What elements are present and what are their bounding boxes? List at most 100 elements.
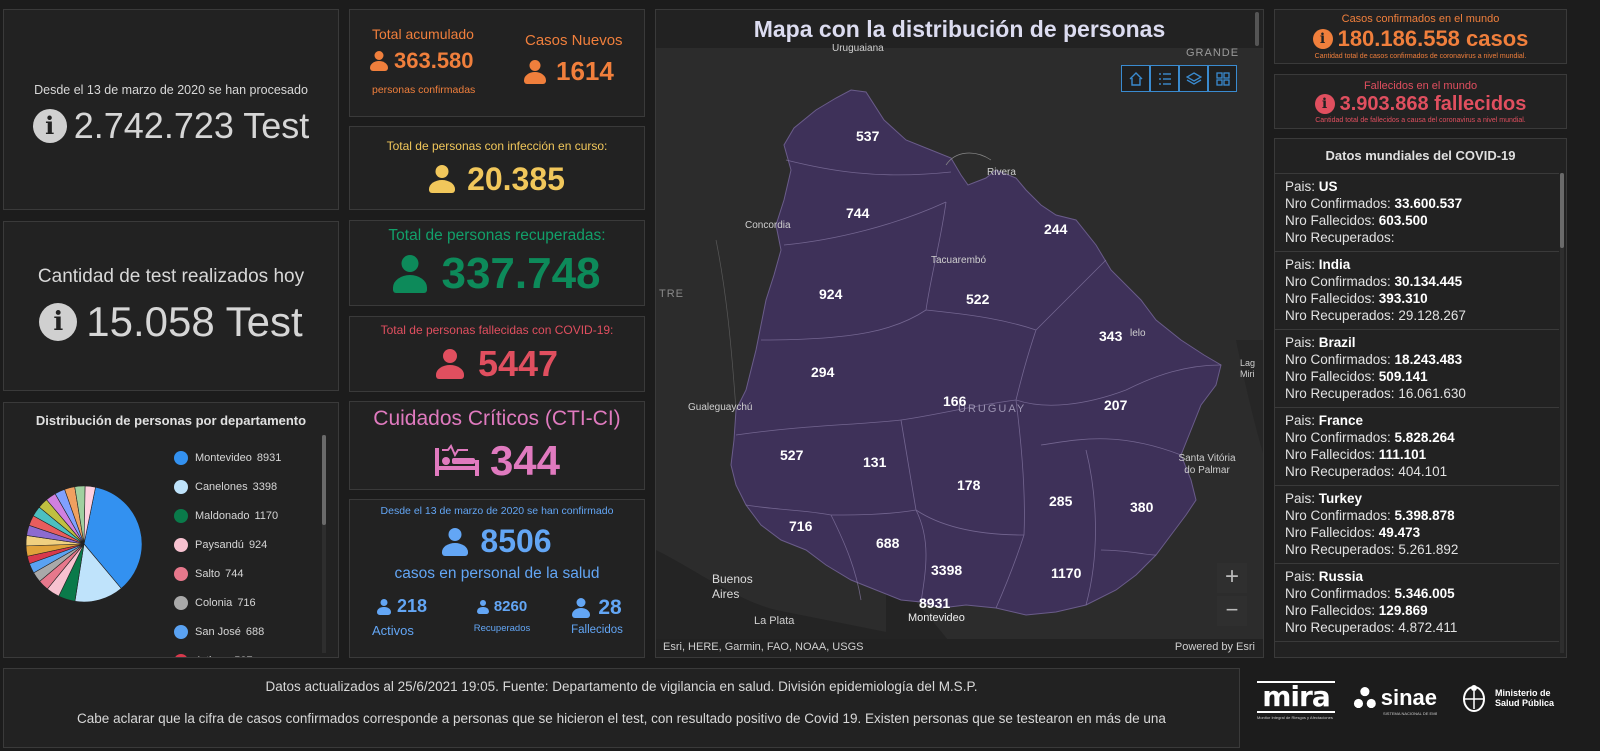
person-icon — [572, 598, 591, 618]
map-panel[interactable]: Mapa con la distribución de personas — [655, 9, 1264, 658]
world-country-recovered-row: Nro Recuperados: 5.261.892 — [1285, 541, 1553, 558]
map-label-tre: TRE — [659, 288, 684, 300]
map-canvas[interactable] — [656, 48, 1264, 658]
legend-item-name: Montevideo — [195, 451, 252, 464]
department-count[interactable]: 285 — [1049, 493, 1073, 509]
sinae-logo[interactable]: sinae SISTEMA NACIONAL DE EMERGENCIAS — [1353, 685, 1437, 716]
legend-color-swatch — [174, 479, 188, 494]
department-count[interactable]: 244 — [1044, 221, 1068, 237]
world-country-deaths: 49.473 — [1378, 525, 1421, 540]
legend-color-swatch — [174, 653, 188, 657]
world-country-confirmed-row: Nro Confirmados: 5.398.878 — [1285, 507, 1553, 524]
pie-slice-other[interactable] — [83, 485, 96, 545]
world-data-list[interactable]: Pais: US Nro Confirmados: 33.600.537 Nro F… — [1275, 173, 1559, 657]
legend-item[interactable]: Paysandú 924 — [174, 530, 319, 559]
health-staff-deceased-value: 28 — [598, 596, 622, 619]
world-country-item[interactable]: Pais: India Nro Confirmados: 30.134.445 Nr… — [1275, 252, 1559, 330]
world-country-field-label: Nro Confirmados: — [1285, 508, 1395, 523]
recovered-value: 337.748 — [441, 249, 601, 298]
world-confirmed-value: 180.186.558 casos — [1337, 26, 1529, 51]
legend-item[interactable]: Artigas 537 — [174, 646, 319, 657]
mira-logo[interactable]: mira Monitor Integral de Riesgos y Afect… — [1257, 681, 1335, 720]
world-country-field-label: Nro Confirmados: — [1285, 196, 1395, 211]
department-count[interactable]: 343 — [1099, 328, 1123, 344]
world-country-recovered: 5.261.892 — [1398, 542, 1459, 557]
legend-item[interactable]: Maldonado 1170 — [174, 501, 319, 530]
world-country-item[interactable]: Pais: US Nro Confirmados: 33.600.537 Nro F… — [1275, 174, 1559, 252]
zoom-in-button[interactable]: + — [1217, 563, 1247, 593]
tests-total-panel: Desde el 13 de marzo de 2020 se han proc… — [3, 9, 339, 210]
department-count[interactable]: 294 — [811, 364, 835, 380]
legend-color-swatch — [174, 508, 188, 523]
world-country-field-label: Nro Fallecidos: — [1285, 369, 1379, 384]
map-attribution[interactable]: Esri, HERE, Garmin, FAO, NOAA, USGS — [663, 641, 864, 653]
home-button[interactable] — [1121, 65, 1150, 92]
map-label-melo: lelo — [1130, 328, 1146, 339]
map-label-montevideo: Montevideo — [908, 612, 965, 624]
legend-item[interactable]: Montevideo 8931 — [174, 443, 319, 472]
world-country-field-label: Nro Confirmados: — [1285, 352, 1395, 367]
world-data-scrollbar-thumb[interactable] — [1560, 173, 1564, 248]
person-icon — [476, 599, 489, 614]
legend-item-value: 1170 — [254, 509, 279, 522]
legend-item[interactable]: San José 688 — [174, 617, 319, 646]
department-count[interactable]: 8931 — [919, 595, 951, 611]
world-country-item[interactable]: Pais: Russia Nro Confirmados: 5.346.005 Nr… — [1275, 564, 1559, 642]
world-country-item[interactable]: Pais: Brazil Nro Confirmados: 18.243.483 N… — [1275, 330, 1559, 408]
department-count[interactable]: 207 — [1104, 397, 1128, 413]
department-count[interactable]: 178 — [957, 477, 981, 493]
world-country-field-label: Nro Recuperados: — [1285, 464, 1399, 479]
world-country-field-label: Pais: — [1285, 335, 1319, 350]
sinae-logo-icon — [1353, 687, 1376, 709]
department-count[interactable]: 716 — [789, 518, 813, 534]
world-country-confirmed: 30.134.445 — [1394, 274, 1463, 289]
basemap-button[interactable] — [1208, 65, 1237, 92]
world-country-name: Russia — [1318, 569, 1364, 584]
world-country-field-label: Nro Confirmados: — [1285, 430, 1395, 445]
person-icon — [435, 349, 464, 379]
department-count[interactable]: 380 — [1130, 499, 1154, 515]
world-country-field-label: Nro Confirmados: — [1285, 274, 1395, 289]
department-count[interactable]: 537 — [856, 128, 880, 144]
critical-care-label: Cuidados Críticos (CTI-CI) — [373, 406, 621, 430]
world-country-item[interactable]: Pais: France Nro Confirmados: 5.828.264 Nr… — [1275, 408, 1559, 486]
department-count[interactable]: 744 — [846, 205, 870, 221]
legend-item-value: 3398 — [252, 480, 278, 493]
department-count[interactable]: 3398 — [931, 562, 963, 578]
logos-panel: mira Monitor Integral de Riesgos y Afect… — [1248, 668, 1567, 748]
accumulated-sublabel: personas confirmadas — [372, 84, 476, 96]
department-count[interactable]: 688 — [876, 535, 900, 551]
health-staff-panel: Desde el 13 de marzo de 2020 se han conf… — [349, 499, 645, 658]
world-country-confirmed: 5.346.005 — [1394, 586, 1455, 601]
world-confirmed-note: Cantidad total de casos confirmados de c… — [1314, 53, 1527, 60]
map-scrollbar[interactable] — [1255, 12, 1259, 46]
department-count[interactable]: 527 — [780, 447, 804, 463]
department-count[interactable]: 131 — [863, 454, 887, 470]
world-country-name: Brazil — [1318, 335, 1356, 350]
world-country-name-row: Pais: Turkey — [1285, 490, 1553, 507]
pie-slice[interactable] — [83, 486, 143, 589]
world-country-item[interactable]: Pais: Turkey Nro Confirmados: 5.398.878 Nr… — [1275, 486, 1559, 564]
layers-button[interactable] — [1179, 65, 1208, 92]
world-country-name: US — [1318, 179, 1338, 194]
world-data-scrollbar[interactable] — [1560, 173, 1564, 653]
legend-item[interactable]: Colonia 716 — [174, 588, 319, 617]
world-country-field-label: Pais: — [1285, 413, 1319, 428]
msp-logo[interactable]: Ministerio de Salud Pública — [1461, 683, 1565, 713]
layers-icon — [1185, 71, 1202, 85]
legend-color-swatch — [174, 450, 188, 465]
zoom-out-button[interactable]: − — [1217, 596, 1247, 626]
department-count[interactable]: 924 — [819, 286, 843, 302]
legend-item[interactable]: Salto 744 — [174, 559, 319, 588]
pie-chart[interactable] — [24, 479, 144, 609]
department-count[interactable]: 1170 — [1051, 565, 1082, 581]
department-count[interactable]: 522 — [966, 291, 990, 307]
legend-scrollbar-thumb[interactable] — [322, 435, 326, 525]
legend-button[interactable] — [1150, 65, 1179, 92]
map-label-buenos-aires: Buenos Aires — [712, 572, 753, 601]
department-count[interactable]: 166 — [943, 393, 967, 409]
world-deaths-note: Cantidad total de fallecidos a causa del… — [1315, 116, 1526, 124]
map-powered-by[interactable]: Powered by Esri — [1174, 641, 1255, 653]
legend-scrollbar[interactable] — [322, 435, 326, 653]
legend-item[interactable]: Canelones 3398 — [174, 472, 319, 501]
